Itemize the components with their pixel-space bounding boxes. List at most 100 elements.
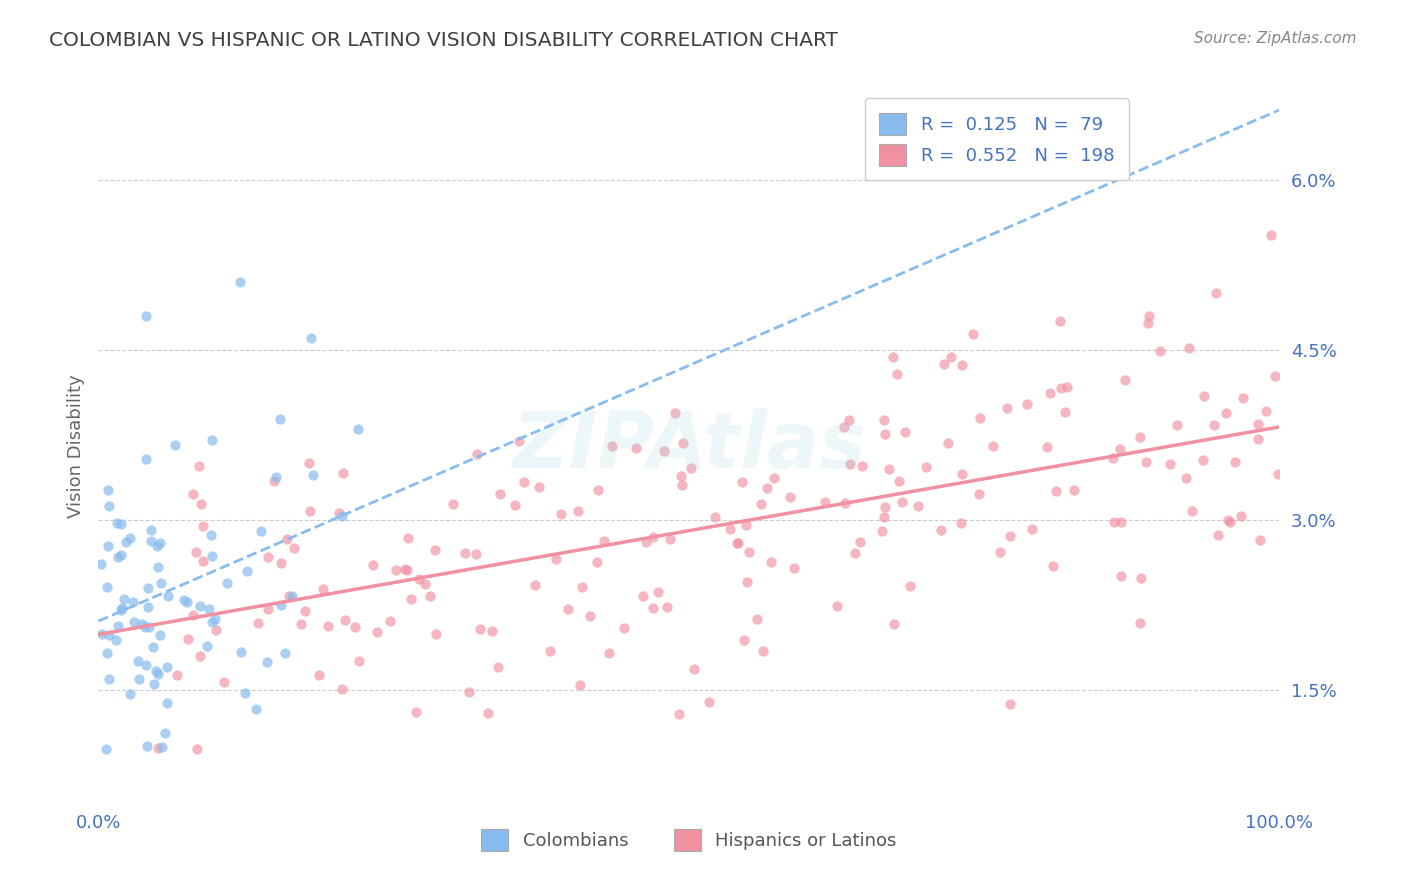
Point — [465, 447, 488, 461]
Point — [1181, 504, 1204, 518]
Point — [737, 544, 759, 558]
Point — [1108, 442, 1130, 456]
Point — [201, 549, 224, 564]
Point — [135, 658, 157, 673]
Point — [465, 547, 488, 561]
Point — [934, 357, 956, 371]
Point — [586, 483, 609, 497]
Point — [481, 624, 503, 639]
Point — [135, 452, 157, 467]
Point — [1036, 440, 1059, 454]
Point — [256, 549, 278, 564]
Point — [281, 589, 304, 603]
Point — [212, 674, 235, 689]
Point — [135, 309, 157, 323]
Point — [114, 535, 136, 549]
Point — [873, 412, 896, 426]
Point — [97, 539, 120, 553]
Point — [513, 475, 536, 489]
Point — [759, 555, 782, 569]
Point — [146, 667, 169, 681]
Point — [405, 705, 427, 719]
Point — [361, 558, 384, 573]
Point — [659, 532, 682, 546]
Point — [936, 436, 959, 450]
Point — [527, 480, 550, 494]
Point — [1264, 368, 1286, 383]
Point — [752, 643, 775, 657]
Point — [200, 528, 222, 542]
Point — [655, 600, 678, 615]
Point — [1249, 533, 1271, 548]
Point — [647, 585, 669, 599]
Point — [585, 555, 607, 569]
Point — [735, 517, 758, 532]
Point — [425, 542, 447, 557]
Point — [1050, 381, 1073, 395]
Point — [886, 367, 908, 381]
Point — [308, 667, 330, 681]
Point — [1149, 344, 1171, 359]
Point — [779, 490, 801, 504]
Point — [1114, 373, 1136, 387]
Point — [962, 326, 984, 341]
Point — [250, 524, 273, 538]
Point — [98, 628, 121, 642]
Point — [166, 668, 188, 682]
Point — [969, 486, 991, 500]
Point — [245, 702, 267, 716]
Point — [703, 510, 725, 524]
Point — [1039, 386, 1062, 401]
Point — [330, 682, 353, 697]
Point — [385, 563, 408, 577]
Point — [731, 475, 754, 489]
Point — [882, 350, 904, 364]
Point — [90, 558, 112, 572]
Point — [146, 560, 169, 574]
Point — [1021, 522, 1043, 536]
Point — [950, 358, 973, 372]
Point — [107, 549, 129, 564]
Point — [718, 522, 741, 536]
Point — [454, 546, 477, 560]
Point — [91, 626, 114, 640]
Point — [302, 467, 325, 482]
Point — [889, 474, 911, 488]
Point — [1206, 528, 1229, 542]
Point — [347, 654, 370, 668]
Point — [1042, 559, 1064, 574]
Point — [118, 687, 141, 701]
Point — [343, 619, 366, 633]
Point — [1191, 452, 1213, 467]
Point — [538, 644, 561, 658]
Point — [814, 495, 837, 509]
Point — [727, 536, 749, 550]
Point — [569, 678, 592, 692]
Point — [425, 627, 447, 641]
Point — [894, 425, 917, 439]
Point — [671, 478, 693, 492]
Point — [725, 535, 748, 549]
Point — [156, 660, 179, 674]
Point — [366, 625, 388, 640]
Point — [138, 582, 160, 596]
Point — [96, 646, 118, 660]
Point — [105, 632, 128, 647]
Point — [1267, 467, 1289, 481]
Point — [177, 632, 200, 646]
Point — [328, 506, 350, 520]
Point — [873, 500, 896, 514]
Point — [270, 598, 292, 612]
Point — [408, 572, 430, 586]
Point — [1247, 433, 1270, 447]
Point — [247, 615, 270, 630]
Point — [1192, 389, 1215, 403]
Point — [190, 497, 212, 511]
Point — [97, 499, 120, 513]
Point — [838, 413, 860, 427]
Point — [1063, 483, 1085, 498]
Point — [1204, 417, 1226, 432]
Point — [256, 655, 278, 669]
Point — [745, 612, 768, 626]
Point — [1056, 379, 1078, 393]
